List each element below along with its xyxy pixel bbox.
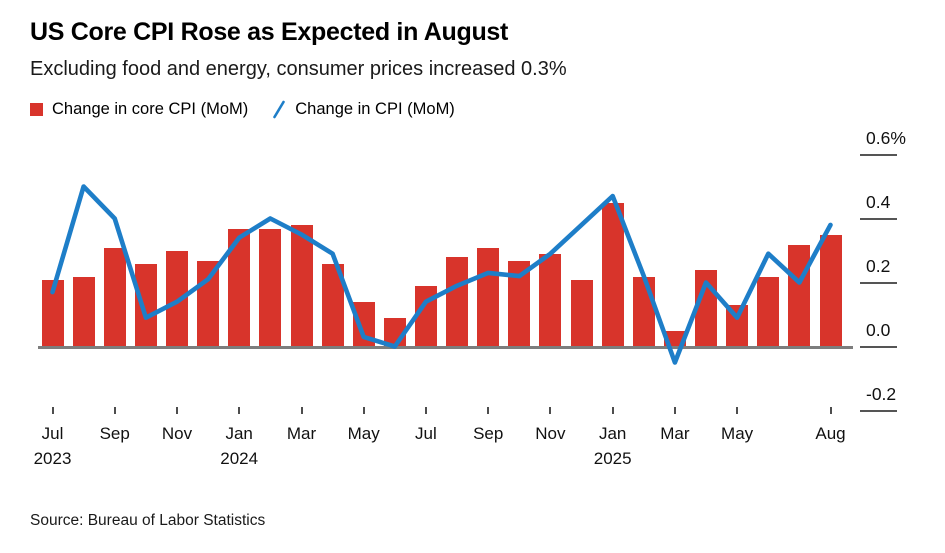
x-tick-label: Jan <box>225 424 253 443</box>
y-tick-mark <box>860 153 897 156</box>
x-tick-year-label: 2023 <box>33 449 72 468</box>
x-tick-mark <box>424 407 427 414</box>
chart-title: US Core CPI Rose as Expected in August <box>30 18 509 46</box>
x-tick-mark <box>113 407 116 414</box>
zero-axis-line <box>38 346 853 349</box>
x-tick-label: Nov <box>535 424 566 443</box>
bar-aug-2023 <box>72 276 95 348</box>
chart-subtitle: Excluding food and energy, consumer pric… <box>30 58 567 80</box>
x-tick-mark <box>736 407 739 414</box>
bar-feb-2024 <box>259 228 282 348</box>
x-tick-mark <box>829 407 832 414</box>
x-tick-year-label: 2024 <box>220 449 259 468</box>
legend-label-core-cpi: Change in core CPI (MoM) <box>52 100 249 118</box>
bar-jul-2024 <box>414 286 437 348</box>
bar-jul-2025 <box>788 244 811 348</box>
x-tick-mark <box>673 407 676 414</box>
bar-jul-2023 <box>41 279 64 348</box>
y-tick-label: 0.2 <box>866 255 891 276</box>
bar-jan-2025 <box>601 203 624 348</box>
y-tick-mark <box>860 217 897 220</box>
bar-sep-2023 <box>103 247 126 348</box>
y-tick-label: 0.0 <box>866 319 891 340</box>
x-tick-label: Nov <box>161 424 193 443</box>
source-credit: Source: Bureau of Labor Statistics <box>30 512 266 529</box>
y-tick-label: 0.4 <box>866 191 891 212</box>
x-tick-label: May <box>347 424 380 443</box>
x-tick-mark <box>362 407 365 414</box>
x-tick-label: Jul <box>41 424 64 443</box>
x-tick-label: Sep <box>99 424 130 443</box>
x-tick-mark <box>238 407 241 414</box>
x-tick-mark <box>611 407 614 414</box>
bar-aug-2025 <box>819 235 842 348</box>
x-tick-year-label: 2025 <box>593 449 632 468</box>
bar-dec-2024 <box>570 279 593 348</box>
legend-item-cpi: Change in CPI (MoM) <box>272 100 455 119</box>
x-tick-mark <box>300 407 303 414</box>
x-tick-label: May <box>721 424 754 443</box>
y-tick-label: 0.6% <box>866 127 906 148</box>
bar-sep-2024 <box>477 247 500 348</box>
bar-may-2025 <box>726 305 749 348</box>
bar-apr-2025 <box>695 270 717 348</box>
bar-oct-2023 <box>134 263 157 348</box>
bar-may-2024 <box>352 302 375 348</box>
x-tick-label: Jul <box>415 424 437 443</box>
y-tick-mark <box>860 345 897 348</box>
legend-label-cpi: Change in CPI (MoM) <box>295 100 455 118</box>
y-tick-mark <box>860 409 897 412</box>
x-tick-label: Aug <box>815 424 846 443</box>
chart-legend: Change in core CPI (MoM) Change in CPI (… <box>30 100 469 119</box>
bar-nov-2024 <box>539 254 562 348</box>
y-tick-label: -0.2 <box>866 383 897 404</box>
x-tick-label: Sep <box>473 424 504 443</box>
x-tick-mark <box>549 407 552 414</box>
red-square-swatch-icon <box>30 103 43 116</box>
legend-item-core-cpi: Change in core CPI (MoM) <box>30 100 248 119</box>
bar-feb-2025 <box>632 276 655 348</box>
bar-aug-2024 <box>446 257 469 348</box>
bar-apr-2024 <box>321 263 344 348</box>
bar-jun-2025 <box>757 276 780 348</box>
x-tick-mark <box>176 407 178 414</box>
x-tick-mark <box>51 407 54 414</box>
x-tick-mark <box>487 407 490 414</box>
bar-jun-2024 <box>383 318 406 348</box>
bar-oct-2024 <box>508 260 531 348</box>
blue-line-swatch-icon <box>272 100 286 119</box>
bar-nov-2023 <box>166 251 188 348</box>
bar-dec-2023 <box>197 260 220 348</box>
bar-jan-2024 <box>228 228 251 348</box>
x-tick-label: Jan <box>598 424 627 443</box>
y-tick-mark <box>860 281 897 284</box>
x-tick-label: Mar <box>286 424 317 443</box>
x-tick-label: Mar <box>660 424 690 443</box>
bar-mar-2024 <box>290 225 313 348</box>
